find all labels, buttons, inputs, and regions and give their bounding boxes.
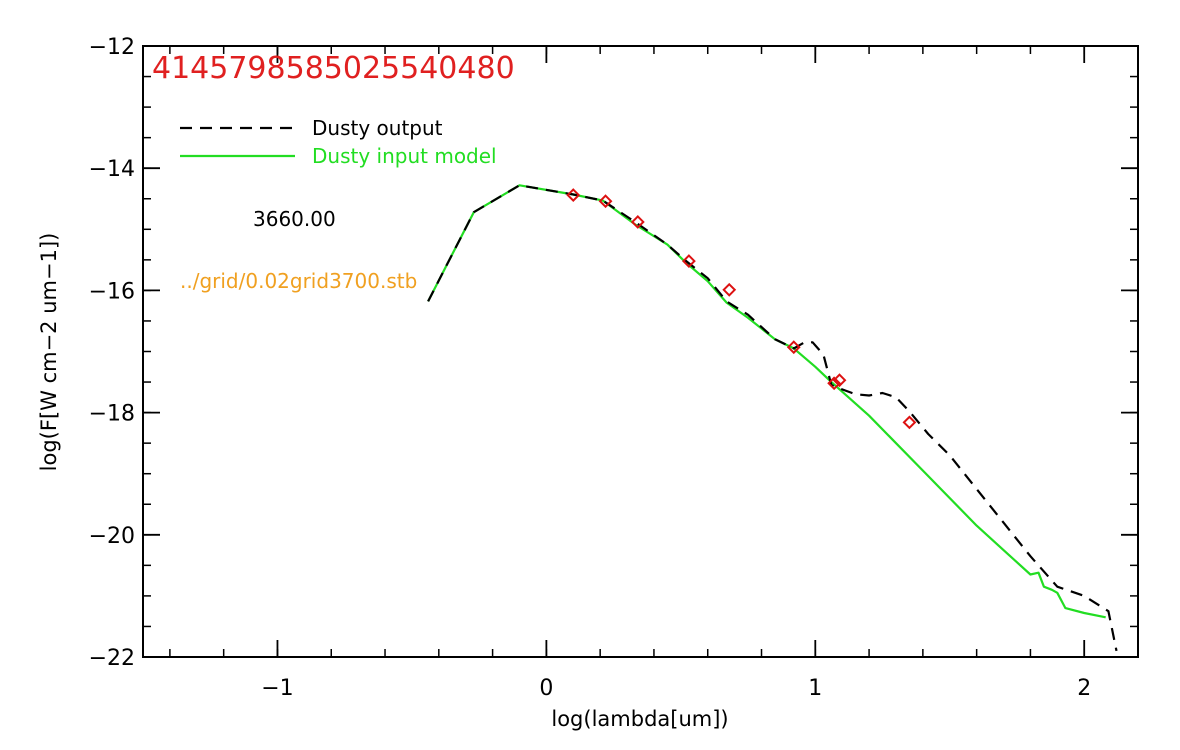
temperature-annotation: 3660.00 bbox=[253, 207, 336, 231]
y-tick-label: −22 bbox=[89, 646, 135, 671]
chart-title: 4145798585025540480 bbox=[152, 51, 515, 86]
model-file-annotation: ../grid/0.02grid3700.stb bbox=[180, 269, 417, 293]
x-axis-label: log(lambda[um]) bbox=[551, 707, 728, 731]
photometry-point bbox=[902, 415, 917, 430]
legend-label-output: Dusty output bbox=[312, 116, 443, 140]
photometry-point bbox=[786, 340, 801, 355]
photometry-point bbox=[832, 373, 847, 388]
photometry-point bbox=[681, 254, 696, 268]
y-tick-label: −18 bbox=[89, 402, 135, 427]
x-tick-label: −1 bbox=[261, 676, 293, 701]
plot-series bbox=[427, 184, 1118, 652]
axes: −1 0 1 2 −22 −20 −18 −16 −14 −12 bbox=[89, 35, 1139, 701]
series-line-dusty-input-model bbox=[427, 184, 1106, 619]
y-tick-label: −20 bbox=[89, 524, 135, 549]
photometry-point bbox=[827, 376, 842, 391]
x-tick-label: 1 bbox=[808, 676, 822, 701]
y-axis-label: log(F[W cm−2 um−1]) bbox=[37, 233, 61, 472]
legend: Dusty output Dusty input model bbox=[180, 116, 497, 168]
photometry-point bbox=[630, 215, 645, 229]
y-tick-label: −12 bbox=[89, 35, 135, 60]
photometry-point bbox=[566, 188, 581, 202]
photometry-point bbox=[722, 282, 737, 297]
photometry-point bbox=[598, 194, 613, 209]
y-tick-label: −16 bbox=[89, 279, 135, 304]
x-tick-label: 2 bbox=[1077, 676, 1091, 701]
y-tick-label: −14 bbox=[89, 157, 135, 182]
legend-label-model: Dusty input model bbox=[312, 144, 497, 168]
x-tick-label: 0 bbox=[539, 676, 553, 701]
